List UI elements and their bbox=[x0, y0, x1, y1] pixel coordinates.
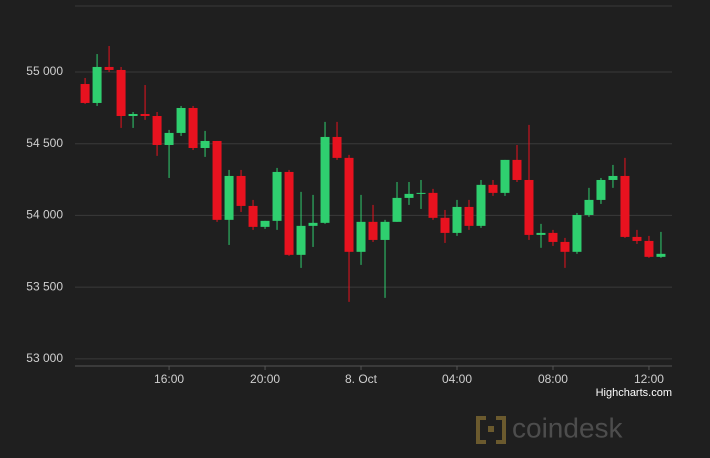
candle-body bbox=[548, 232, 558, 242]
candle-body bbox=[440, 217, 450, 233]
logo-bracket bbox=[476, 416, 486, 444]
y-tick-label: 55 000 bbox=[26, 64, 63, 78]
candle-body bbox=[140, 114, 150, 117]
candle-body bbox=[320, 136, 330, 223]
candle-body bbox=[284, 171, 294, 255]
x-tick-label: 12:00 bbox=[634, 372, 664, 386]
x-tick-label: 04:00 bbox=[442, 372, 472, 386]
y-tick-label: 54 500 bbox=[26, 136, 63, 150]
candle-body bbox=[524, 179, 534, 235]
candle-body bbox=[188, 107, 198, 148]
candle-body bbox=[116, 69, 126, 117]
y-tick-label: 53 500 bbox=[26, 279, 63, 293]
candle-body bbox=[212, 140, 222, 220]
candle-body bbox=[560, 241, 570, 252]
candle-body bbox=[488, 184, 498, 193]
candle-body bbox=[416, 192, 426, 194]
candle-body bbox=[596, 179, 606, 200]
y-tick-label: 54 000 bbox=[26, 208, 63, 222]
candle-body bbox=[152, 116, 162, 145]
candle-body bbox=[644, 240, 654, 257]
candle-body bbox=[392, 197, 402, 222]
candle-body bbox=[380, 221, 390, 240]
candle-body bbox=[464, 206, 474, 226]
candle-body bbox=[332, 136, 342, 158]
watermark: coindesk bbox=[512, 412, 624, 443]
candle-body bbox=[248, 205, 258, 227]
candle-body bbox=[500, 159, 510, 193]
x-tick-label: 16:00 bbox=[154, 372, 184, 386]
candle-body bbox=[656, 253, 666, 257]
candle-body bbox=[80, 84, 90, 103]
y-tick-label: 53 000 bbox=[26, 351, 63, 365]
candle-body bbox=[620, 175, 630, 237]
candle-body bbox=[512, 159, 522, 180]
candle-body bbox=[92, 66, 102, 103]
candle-body bbox=[452, 206, 462, 233]
candle-body bbox=[104, 66, 114, 70]
logo-bracket bbox=[496, 416, 506, 444]
logo-dot bbox=[488, 426, 494, 432]
candle-body bbox=[224, 175, 234, 220]
candle-body bbox=[572, 214, 582, 252]
candle-body bbox=[536, 232, 546, 235]
candle-body bbox=[200, 140, 210, 148]
candle-body bbox=[176, 107, 186, 133]
x-tick-label: 8. Oct bbox=[345, 372, 378, 386]
candle-body bbox=[428, 192, 438, 218]
candle-body bbox=[260, 220, 270, 227]
candle-body bbox=[308, 222, 318, 226]
x-tick-label: 20:00 bbox=[250, 372, 280, 386]
candle-body bbox=[344, 157, 354, 252]
candle-body bbox=[476, 184, 486, 226]
candle-body bbox=[404, 193, 414, 198]
candle-body bbox=[296, 225, 306, 255]
candle-body bbox=[164, 132, 174, 145]
x-tick-label: 08:00 bbox=[538, 372, 568, 386]
candle-body bbox=[368, 221, 378, 240]
candle-body bbox=[272, 171, 282, 221]
candle-body bbox=[128, 114, 138, 117]
candle-body bbox=[584, 199, 594, 215]
candle-body bbox=[236, 175, 246, 206]
watermark-logo bbox=[476, 416, 506, 444]
candle-body bbox=[632, 236, 642, 241]
candle-body bbox=[356, 221, 366, 252]
candle-body bbox=[608, 175, 618, 180]
credits: Highcharts.com bbox=[596, 387, 672, 399]
